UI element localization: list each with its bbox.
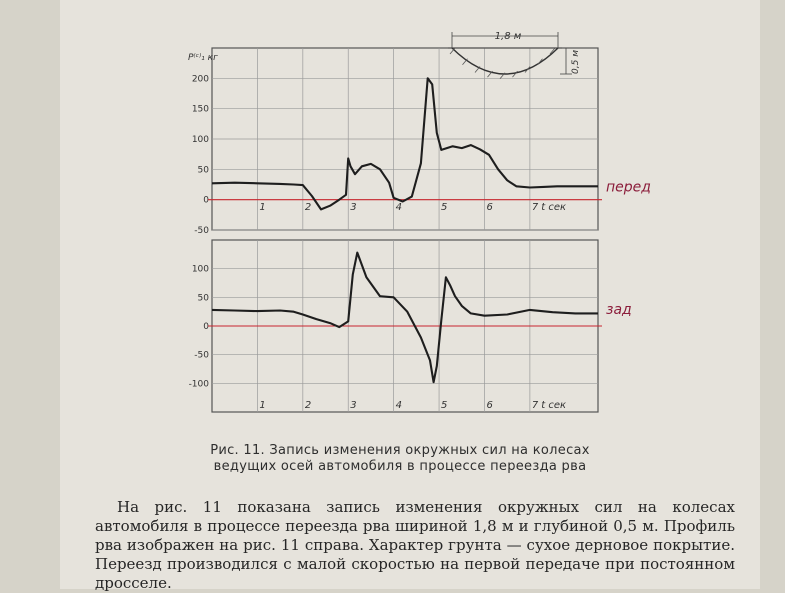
depth-dimension-label: 0,5 м: [571, 50, 581, 74]
bottom-ytick-label: -100: [189, 379, 210, 389]
bottom-annotation: зад: [606, 302, 632, 318]
paragraph-text: На рис. 11 показана запись изменения окр…: [95, 498, 735, 592]
book-page: [60, 0, 760, 589]
bottom-xtick-label: 6: [486, 400, 492, 411]
width-dimension-label: 1,8 м: [495, 31, 522, 42]
ditch-hatch: [549, 47, 556, 55]
bottom-xtick-label: 5: [441, 400, 447, 411]
caption-line-2: ведущих осей автомобиля в процессе перее…: [213, 459, 587, 474]
ditch-hatch: [474, 66, 481, 73]
bottom-xtick-label: 3: [350, 400, 356, 411]
ditch-curve: [451, 47, 559, 75]
body-paragraph: На рис. 11 показана запись изменения окр…: [95, 498, 735, 593]
bottom-xtick-label: 1: [259, 400, 265, 411]
caption-line-1: Рис. 11. Запись изменения окружных сил н…: [210, 443, 590, 458]
ditch-hatch: [512, 70, 518, 78]
ditch-hatch: [462, 58, 468, 66]
ditch-hatch: [499, 72, 506, 79]
top-ytick-label: 200: [192, 74, 209, 84]
top-xtick-label: 2: [305, 202, 311, 213]
top-ytick-label: 0: [203, 196, 209, 206]
bottom-xtick-label: 2: [305, 400, 311, 411]
ditch-hatch: [524, 66, 531, 73]
top-xtick-label: 3: [350, 202, 356, 213]
top-xtick-label: 6: [486, 202, 492, 213]
top-ylabel: P⁽ᶜ⁾₁ кг: [188, 53, 218, 63]
top-annotation: перед: [606, 180, 651, 196]
ditch-hatch: [449, 47, 456, 55]
ditch-hatch: [537, 58, 543, 66]
ditch-profile-inset: 1,8 м 0,5 м: [448, 31, 581, 79]
bottom-xtick-label: 7: [532, 400, 539, 411]
bottom-ytick-label: 100: [192, 265, 209, 275]
top-ytick-label: 100: [192, 135, 209, 145]
top-xtick-label: 4: [396, 202, 402, 213]
bottom-ytick-label: -50: [194, 351, 209, 361]
top-xtick-label: 1: [259, 202, 265, 213]
bottom-xlabel: t сек: [541, 400, 566, 411]
top-xtick-label: 7: [532, 202, 539, 213]
top-xlabel: t сек: [541, 202, 566, 213]
top-series-line-0: [211, 77, 598, 211]
top-ytick-label: 150: [192, 105, 209, 115]
bottom-ytick-label: 50: [198, 293, 210, 303]
figure-caption: Рис. 11. Запись изменения окружных сил н…: [190, 443, 610, 475]
ditch-hatch: [487, 70, 493, 78]
bottom-ytick-label: 0: [203, 322, 209, 332]
top-xtick-label: 5: [441, 202, 447, 213]
bottom-series-line-0: [211, 251, 598, 384]
top-ytick-label: 50: [198, 165, 210, 175]
bottom-xtick-label: 4: [396, 400, 402, 411]
top-ytick-label: -50: [194, 226, 209, 236]
top-chart-grid: [211, 47, 599, 231]
